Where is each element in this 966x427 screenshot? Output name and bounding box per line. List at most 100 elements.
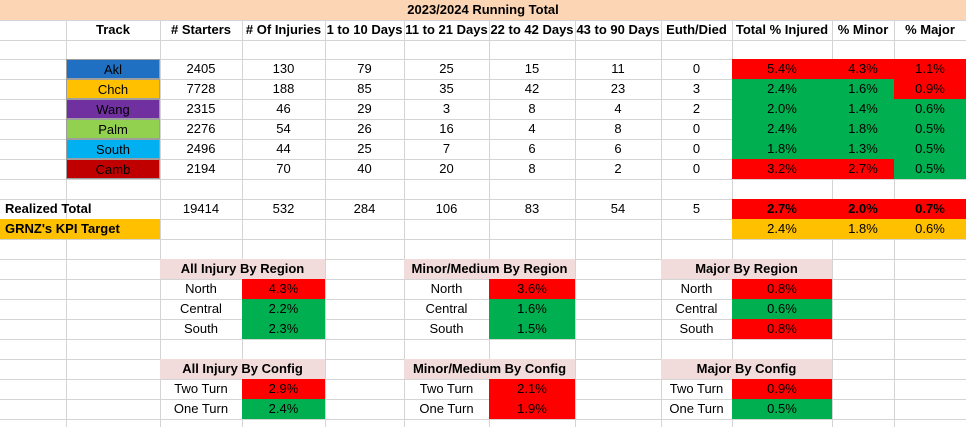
track-total-pct-cell[interactable]: 5.4%	[732, 59, 832, 79]
track-major-pct-cell[interactable]: 0.9%	[894, 79, 966, 99]
track-injuries-cell[interactable]: 70	[276, 161, 291, 176]
realized-11-21-days[interactable]: 106	[435, 201, 458, 216]
summary-row-value[interactable]: 2.9%	[242, 379, 325, 399]
track-injuries-cell[interactable]: 54	[276, 121, 291, 136]
track-minor-pct-cell[interactable]: 1.4%	[832, 99, 894, 119]
track-d43_90-cell[interactable]: 2	[614, 161, 622, 176]
header-injuries[interactable]: # Of Injuries	[245, 22, 322, 37]
realized-1-10-days[interactable]: 284	[353, 201, 376, 216]
realized-43-90-days[interactable]: 54	[610, 201, 626, 216]
track-starters-cell[interactable]: 7728	[186, 81, 216, 96]
track-minor-pct-cell[interactable]: 1.8%	[832, 119, 894, 139]
track-starters-cell[interactable]: 2315	[186, 101, 216, 116]
summary-row-value[interactable]: 1.6%	[489, 299, 575, 319]
track-d1_10-cell[interactable]: 29	[357, 101, 372, 116]
track-major-pct-cell[interactable]: 0.5%	[894, 139, 966, 159]
header-major-pct[interactable]: % Major	[905, 22, 955, 37]
track-d22_42-cell[interactable]: 6	[528, 141, 536, 156]
track-injuries-cell[interactable]: 188	[272, 81, 295, 96]
track-minor-pct-cell[interactable]: 1.6%	[832, 79, 894, 99]
track-starters-cell[interactable]: 2276	[186, 121, 216, 136]
track-total-pct-cell[interactable]: 1.8%	[732, 139, 832, 159]
summary-row-label[interactable]: Central	[675, 301, 718, 316]
summary-row-label[interactable]: Central	[180, 301, 222, 316]
summary-row-label[interactable]: North	[185, 281, 217, 296]
summary-row-label[interactable]: South	[679, 321, 714, 336]
track-name-cell[interactable]: Akl	[66, 59, 160, 79]
track-injuries-cell[interactable]: 46	[276, 101, 291, 116]
track-d11_21-cell[interactable]: 16	[439, 121, 454, 136]
realized-22-42-days[interactable]: 83	[524, 201, 540, 216]
track-injuries-cell[interactable]: 130	[272, 61, 295, 76]
summary-row-label[interactable]: Central	[425, 301, 468, 316]
track-d1_10-cell[interactable]: 26	[357, 121, 372, 136]
track-major-pct-cell[interactable]: 1.1%	[894, 59, 966, 79]
track-total-pct-cell[interactable]: 3.2%	[732, 159, 832, 179]
track-name-cell[interactable]: Camb	[66, 159, 160, 179]
summary-table-title[interactable]: All Injury By Region	[160, 259, 325, 279]
track-d11_21-cell[interactable]: 20	[439, 161, 454, 176]
track-euth-cell[interactable]: 0	[692, 161, 701, 176]
summary-row-value[interactable]: 1.9%	[489, 399, 575, 419]
track-d11_21-cell[interactable]: 7	[442, 141, 451, 156]
track-d43_90-cell[interactable]: 8	[614, 121, 622, 136]
track-d11_21-cell[interactable]: 3	[442, 101, 451, 116]
track-name-cell[interactable]: Wang	[66, 99, 160, 119]
realized-injuries[interactable]: 532	[272, 201, 295, 216]
track-d43_90-cell[interactable]: 11	[611, 61, 625, 76]
summary-row-label[interactable]: One Turn	[669, 401, 724, 416]
summary-row-label[interactable]: Two Turn	[174, 381, 228, 396]
summary-row-label[interactable]: Two Turn	[669, 381, 724, 396]
realized-minor-pct[interactable]: 2.0%	[832, 199, 894, 219]
track-d22_42-cell[interactable]: 42	[524, 81, 540, 96]
summary-row-value[interactable]: 0.9%	[732, 379, 832, 399]
track-d11_21-cell[interactable]: 35	[439, 81, 454, 96]
summary-row-value[interactable]: 0.8%	[732, 319, 832, 339]
header-starters[interactable]: # Starters	[171, 22, 231, 37]
summary-row-label[interactable]: North	[680, 281, 713, 296]
sheet-title[interactable]: 2023/2024 Running Total	[0, 0, 966, 20]
kpi-minor-pct[interactable]: 1.8%	[832, 219, 894, 239]
track-d11_21-cell[interactable]: 25	[439, 61, 454, 76]
track-total-pct-cell[interactable]: 2.4%	[732, 119, 832, 139]
track-euth-cell[interactable]: 3	[692, 81, 701, 96]
track-euth-cell[interactable]: 0	[692, 121, 701, 136]
kpi-total-pct[interactable]: 2.4%	[732, 219, 832, 239]
track-d1_10-cell[interactable]: 85	[357, 81, 372, 96]
track-minor-pct-cell[interactable]: 2.7%	[832, 159, 894, 179]
track-injuries-cell[interactable]: 44	[276, 141, 291, 156]
summary-row-value[interactable]: 3.6%	[489, 279, 575, 299]
track-d1_10-cell[interactable]: 40	[357, 161, 372, 176]
track-d22_42-cell[interactable]: 4	[528, 121, 536, 136]
header-43-90-days[interactable]: 43 to 90 Days	[576, 22, 660, 37]
track-total-pct-cell[interactable]: 2.4%	[732, 79, 832, 99]
track-d43_90-cell[interactable]: 6	[614, 141, 622, 156]
track-minor-pct-cell[interactable]: 4.3%	[832, 59, 894, 79]
summary-row-value[interactable]: 0.6%	[732, 299, 832, 319]
summary-row-value[interactable]: 2.2%	[242, 299, 325, 319]
header-22-42-days[interactable]: 22 to 42 Days	[490, 22, 574, 37]
header-total-pct[interactable]: Total % Injured	[735, 22, 829, 37]
summary-row-value[interactable]: 2.1%	[489, 379, 575, 399]
track-name-cell[interactable]: Palm	[66, 119, 160, 139]
track-name-cell[interactable]: Chch	[66, 79, 160, 99]
kpi-target-label[interactable]: GRNZ's KPI Target	[0, 219, 160, 239]
track-euth-cell[interactable]: 0	[692, 61, 701, 76]
summary-table-title[interactable]: Minor/Medium By Config	[404, 359, 575, 379]
track-d22_42-cell[interactable]: 8	[528, 101, 536, 116]
track-starters-cell[interactable]: 2194	[186, 161, 216, 176]
header-1-10-days[interactable]: 1 to 10 Days	[326, 22, 403, 37]
track-d22_42-cell[interactable]: 8	[528, 161, 536, 176]
summary-row-value[interactable]: 1.5%	[489, 319, 575, 339]
summary-row-label[interactable]: One Turn	[419, 401, 474, 416]
track-euth-cell[interactable]: 2	[692, 101, 701, 116]
track-euth-cell[interactable]: 0	[692, 141, 701, 156]
track-major-pct-cell[interactable]: 0.6%	[894, 99, 966, 119]
header-track[interactable]: Track	[96, 22, 130, 37]
track-starters-cell[interactable]: 2405	[186, 61, 216, 76]
header-11-21-days[interactable]: 11 to 21 Days	[405, 22, 488, 37]
summary-row-label[interactable]: Two Turn	[419, 381, 474, 396]
summary-row-label[interactable]: One Turn	[173, 401, 229, 416]
summary-row-value[interactable]: 2.4%	[242, 399, 325, 419]
track-total-pct-cell[interactable]: 2.0%	[732, 99, 832, 119]
